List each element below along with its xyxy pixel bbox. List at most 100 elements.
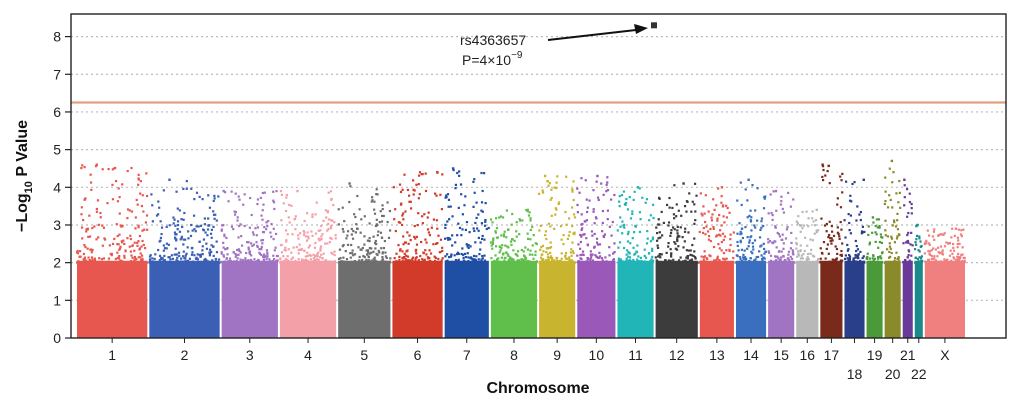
snp-point (212, 254, 215, 258)
chromosome-6-dense-band (392, 260, 443, 338)
snp-point (526, 232, 529, 235)
snp-point (151, 204, 154, 207)
snp-point (509, 240, 513, 243)
snp-point (397, 261, 400, 264)
snp-point (165, 247, 168, 250)
snp-point (799, 257, 802, 260)
snp-point (145, 194, 149, 198)
chromosome-2-peak-point (168, 178, 171, 181)
snp-point (692, 254, 695, 258)
snp-point (780, 200, 783, 203)
snp-point (465, 243, 468, 246)
snp-point (848, 254, 851, 257)
snp-point (656, 244, 659, 247)
snp-point (153, 257, 156, 261)
snp-point (906, 256, 909, 259)
snp-point (581, 250, 585, 253)
snp-point (272, 237, 275, 241)
snp-point (526, 248, 530, 251)
snp-point (897, 201, 900, 204)
snp-point (628, 261, 631, 264)
snp-point (424, 189, 428, 193)
snp-point (658, 231, 661, 234)
snp-point (353, 253, 357, 256)
snp-point (227, 261, 231, 264)
snp-point (781, 207, 784, 211)
snp-point (888, 194, 891, 197)
snp-point (262, 261, 265, 264)
snp-point (176, 260, 180, 263)
snp-point (193, 254, 196, 257)
annotation-snp-label: rs4363657 (460, 32, 526, 48)
snp-point (255, 260, 258, 263)
snp-point (326, 210, 329, 213)
chromosome-7-dense-band (444, 260, 489, 338)
snp-point (579, 233, 582, 237)
snp-point (953, 261, 956, 264)
snp-point (725, 204, 728, 207)
snp-point (353, 260, 357, 263)
snp-point (434, 192, 437, 195)
snp-point (173, 253, 176, 256)
snp-point (868, 243, 871, 246)
snp-point (159, 236, 163, 240)
snp-point (779, 258, 782, 261)
snp-point (303, 231, 306, 234)
snp-point (891, 181, 894, 184)
snp-point (553, 186, 556, 189)
snp-point (783, 258, 787, 262)
snp-point (688, 259, 691, 263)
snp-point (598, 256, 601, 259)
snp-point (720, 240, 723, 244)
snp-point (738, 222, 741, 225)
snp-point (89, 181, 93, 184)
snp-point (182, 243, 185, 246)
snp-point (751, 242, 754, 245)
snp-point (776, 255, 779, 258)
snp-point (353, 213, 356, 216)
y-tick-label: 8 (53, 29, 61, 45)
snp-point (243, 224, 246, 228)
snp-point (399, 248, 402, 251)
snp-point (452, 168, 455, 172)
snp-point (375, 242, 378, 246)
snp-point (145, 260, 148, 264)
snp-point (600, 182, 603, 185)
snp-point (676, 229, 679, 232)
snp-point (934, 259, 938, 262)
snp-point (683, 205, 687, 208)
snp-point (490, 257, 493, 260)
snp-point (311, 213, 314, 216)
snp-point (524, 257, 528, 260)
snp-point (363, 215, 366, 218)
snp-point (88, 214, 91, 217)
snp-point (525, 209, 528, 212)
snp-point (415, 235, 418, 239)
snp-point (956, 246, 959, 249)
snp-point (931, 235, 935, 238)
snp-point (709, 227, 712, 231)
snp-point (378, 221, 381, 224)
snp-point (479, 241, 482, 244)
snp-point (90, 256, 94, 259)
snp-point (370, 247, 373, 250)
snp-point (832, 234, 836, 237)
snp-point (137, 183, 140, 186)
snp-point (377, 230, 380, 233)
snp-point (180, 235, 184, 238)
snp-point (872, 254, 875, 257)
snp-point (299, 232, 302, 235)
snp-point (893, 257, 897, 260)
snp-point (667, 221, 671, 224)
snp-point (715, 259, 718, 262)
snp-point (162, 189, 165, 192)
snp-point (474, 221, 477, 225)
snp-point (675, 260, 678, 264)
snp-point (862, 260, 866, 263)
snp-point (196, 253, 199, 256)
snp-point (649, 214, 652, 217)
snp-point (248, 226, 251, 229)
snp-point (601, 230, 604, 233)
snp-point (191, 260, 195, 263)
snp-point (907, 211, 910, 215)
